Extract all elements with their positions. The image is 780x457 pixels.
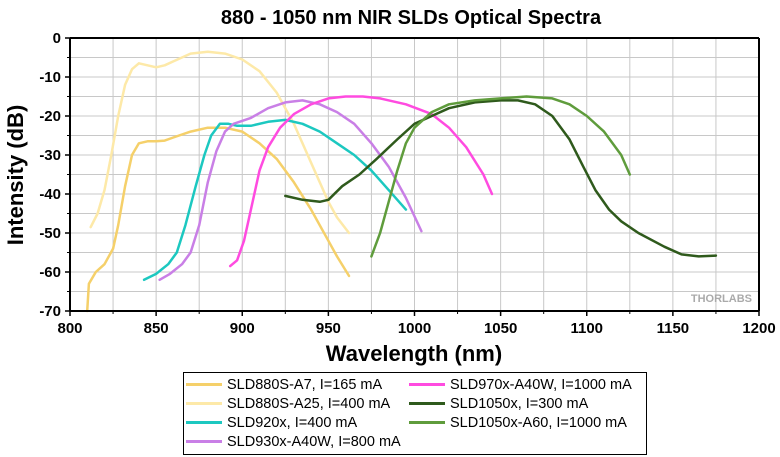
x-tick-label: 1000 bbox=[398, 320, 431, 337]
legend-swatch bbox=[186, 440, 222, 443]
series-line-1 bbox=[89, 50, 351, 235]
legend-item: SLD880S-A25, I=400 mA bbox=[186, 394, 390, 413]
legend-label: SLD920x, I=400 mA bbox=[227, 414, 358, 431]
legend-item: SLD880S-A7, I=165 mA bbox=[186, 375, 382, 394]
y-axis-label: Intensity (dB) bbox=[3, 105, 28, 246]
series-line-0 bbox=[85, 126, 351, 313]
x-tick-label: 1050 bbox=[484, 320, 517, 337]
series-line-5 bbox=[284, 99, 718, 258]
y-tick-label: -10 bbox=[39, 69, 61, 86]
y-tick-label: -20 bbox=[39, 108, 61, 125]
legend-label: SLD1050x-A60, I=1000 mA bbox=[450, 414, 627, 431]
x-tick-label: 800 bbox=[57, 320, 82, 337]
legend-item: SLD920x, I=400 mA bbox=[186, 413, 357, 432]
legend-item: SLD1050x, I=300 mA bbox=[409, 394, 588, 413]
legend: SLD880S-A7, I=165 mA SLD880S-A25, I=400 m… bbox=[183, 372, 647, 455]
series-line-6 bbox=[370, 95, 632, 258]
x-tick-label: 900 bbox=[230, 320, 255, 337]
y-tick-label: -30 bbox=[39, 147, 61, 164]
legend-label: SLD880S-A25, I=400 mA bbox=[227, 395, 391, 412]
series-group bbox=[85, 50, 718, 313]
series-line-3 bbox=[158, 99, 423, 282]
y-tick-label: -60 bbox=[39, 264, 61, 281]
legend-item: SLD1050x-A60, I=1000 mA bbox=[409, 413, 627, 432]
legend-swatch bbox=[409, 383, 445, 386]
x-tick-label: 1150 bbox=[657, 320, 690, 337]
x-tick-label: 1200 bbox=[742, 320, 775, 337]
legend-swatch bbox=[186, 402, 222, 405]
y-tick-label: -50 bbox=[39, 225, 61, 242]
thorlabs-watermark: THORLABS bbox=[691, 293, 752, 305]
legend-label: SLD1050x, I=300 mA bbox=[450, 395, 589, 412]
legend-label: SLD930x-A40W, I=800 mA bbox=[227, 433, 401, 450]
x-tick-label: 950 bbox=[316, 320, 341, 337]
x-tick-label: 1100 bbox=[570, 320, 603, 337]
series-line-4 bbox=[228, 95, 494, 268]
chart-title: 880 - 1050 nm NIR SLDs Optical Spectra bbox=[221, 7, 602, 29]
x-tick-label: 850 bbox=[144, 320, 169, 337]
legend-label: SLD970x-A40W, I=1000 mA bbox=[450, 376, 632, 393]
y-tick-label: 0 bbox=[53, 30, 61, 47]
y-tick-label: -70 bbox=[39, 303, 61, 320]
legend-label: SLD880S-A7, I=165 mA bbox=[227, 376, 383, 393]
y-tick-label: -40 bbox=[39, 186, 61, 203]
legend-swatch bbox=[409, 402, 445, 405]
legend-swatch bbox=[186, 383, 222, 386]
x-axis-label: Wavelength (nm) bbox=[326, 341, 502, 366]
tick-labels: 800 850 900 950 1000 1050 1100 1150 1200 0 -10 -20 -… bbox=[39, 30, 775, 337]
axes bbox=[65, 37, 760, 316]
legend-item: SLD930x-A40W, I=800 mA bbox=[186, 432, 401, 451]
legend-swatch bbox=[186, 421, 222, 424]
legend-swatch bbox=[409, 421, 445, 424]
series-line-2 bbox=[142, 118, 408, 282]
legend-item: SLD970x-A40W, I=1000 mA bbox=[409, 375, 632, 394]
